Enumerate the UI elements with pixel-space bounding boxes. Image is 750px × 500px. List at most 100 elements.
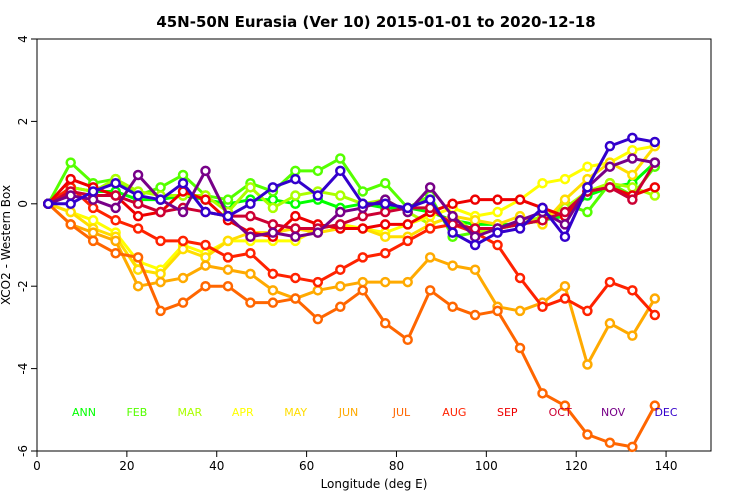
data-point bbox=[649, 309, 661, 321]
x-tick-label: 140 bbox=[655, 459, 678, 473]
data-point bbox=[627, 330, 638, 341]
data-point bbox=[110, 202, 121, 214]
data-point bbox=[379, 177, 391, 189]
data-point bbox=[379, 231, 391, 243]
data-point bbox=[312, 313, 324, 325]
data-point bbox=[424, 182, 436, 193]
data-point bbox=[627, 182, 638, 193]
data-point bbox=[87, 202, 99, 214]
data-point bbox=[222, 210, 234, 222]
y-axis-label: XCO2 - Western Box bbox=[0, 185, 13, 305]
data-point bbox=[155, 182, 166, 193]
data-point bbox=[245, 210, 256, 222]
data-point bbox=[537, 202, 548, 214]
data-point bbox=[155, 235, 166, 247]
data-point bbox=[627, 441, 638, 453]
data-point bbox=[200, 280, 211, 292]
data-point bbox=[492, 239, 503, 251]
data-point bbox=[649, 293, 661, 304]
data-point bbox=[335, 219, 346, 230]
data-point bbox=[267, 219, 279, 230]
data-point bbox=[402, 202, 413, 214]
data-point bbox=[177, 177, 189, 189]
data-point bbox=[514, 342, 526, 354]
series-dec bbox=[42, 132, 661, 251]
data-point bbox=[312, 285, 324, 296]
data-point bbox=[42, 198, 54, 210]
data-point bbox=[177, 206, 189, 218]
data-point bbox=[649, 136, 661, 148]
data-point bbox=[245, 247, 256, 259]
data-point bbox=[110, 235, 121, 247]
x-axis-label: Longitude (deg E) bbox=[321, 477, 428, 491]
y-tick-label: -2 bbox=[16, 280, 30, 292]
data-point bbox=[379, 247, 391, 259]
data-point bbox=[65, 190, 76, 201]
data-point bbox=[559, 400, 571, 411]
data-point bbox=[627, 144, 638, 156]
data-point bbox=[627, 194, 638, 205]
data-point bbox=[379, 206, 391, 218]
series-aug bbox=[42, 182, 661, 321]
data-point bbox=[582, 206, 593, 218]
x-tick-label: 80 bbox=[389, 459, 404, 473]
data-point bbox=[357, 252, 369, 263]
data-point bbox=[335, 280, 346, 292]
series-line bbox=[47, 185, 656, 317]
y-axis: -6 -4 -2 0 2 4 bbox=[16, 35, 37, 457]
legend: ANN FEB MAR APR MAY JUN JUL AUG SEP OCT NOV DEC bbox=[72, 406, 678, 419]
data-point bbox=[492, 194, 503, 205]
data-point bbox=[469, 194, 481, 205]
data-point bbox=[402, 219, 413, 230]
data-point bbox=[87, 186, 99, 197]
data-point bbox=[469, 239, 481, 251]
data-point bbox=[132, 210, 144, 222]
data-point bbox=[627, 153, 638, 164]
legend-entry-jun: JUN bbox=[338, 406, 359, 419]
data-point bbox=[447, 198, 458, 210]
data-point bbox=[312, 227, 324, 238]
data-point bbox=[582, 305, 593, 317]
data-point bbox=[312, 190, 324, 201]
data-point bbox=[559, 194, 571, 205]
series-line bbox=[47, 177, 656, 239]
data-point bbox=[514, 305, 526, 317]
data-point bbox=[222, 264, 234, 275]
data-point bbox=[492, 227, 503, 238]
data-point bbox=[357, 198, 369, 210]
data-point bbox=[222, 252, 234, 263]
data-point bbox=[335, 206, 346, 218]
legend-entry-apr: APR bbox=[232, 406, 254, 419]
series-line bbox=[47, 161, 657, 231]
data-point bbox=[335, 153, 346, 164]
data-point bbox=[132, 190, 144, 201]
data-point bbox=[469, 309, 481, 321]
data-point bbox=[402, 334, 413, 346]
data-point bbox=[537, 177, 548, 189]
data-point bbox=[267, 202, 279, 214]
data-point bbox=[424, 285, 436, 296]
data-point bbox=[290, 210, 301, 222]
data-point bbox=[357, 186, 369, 197]
y-tick-label: 4 bbox=[16, 35, 30, 43]
data-point bbox=[267, 227, 279, 238]
y-tick-label: -4 bbox=[16, 363, 30, 375]
data-point bbox=[335, 165, 346, 177]
legend-entry-dec: DEC bbox=[654, 406, 677, 419]
data-point bbox=[267, 194, 279, 205]
data-point bbox=[155, 305, 166, 317]
data-point bbox=[559, 293, 571, 304]
data-point bbox=[469, 264, 481, 275]
data-point bbox=[267, 285, 279, 296]
data-point bbox=[379, 318, 391, 329]
data-point bbox=[357, 276, 369, 288]
data-point bbox=[379, 276, 391, 288]
data-point bbox=[424, 223, 436, 234]
series-layer bbox=[42, 132, 661, 453]
data-point bbox=[65, 198, 76, 210]
data-point bbox=[582, 359, 593, 370]
data-point bbox=[357, 285, 369, 296]
data-point bbox=[649, 182, 661, 193]
data-point bbox=[424, 252, 436, 263]
